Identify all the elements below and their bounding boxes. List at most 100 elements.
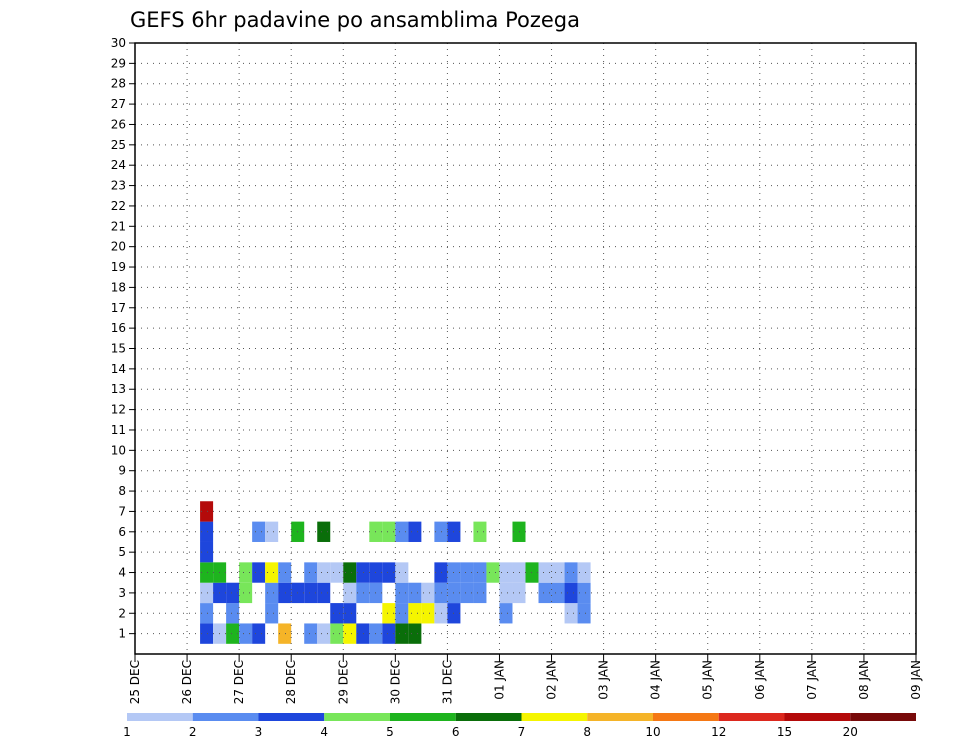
heatmap-cell: [551, 582, 565, 604]
legend-label: 5: [386, 725, 394, 739]
heatmap-cell: [330, 623, 344, 644]
y-tick-label: 28: [111, 77, 126, 91]
heatmap-cell: [421, 603, 435, 624]
heatmap-cell: [499, 603, 513, 624]
x-axis: 25 DEC 26 DEC 27 DEC 28 DEC 29 DEC 30 DEC 31 D…: [128, 654, 923, 704]
y-tick-label: 29: [111, 56, 126, 70]
heatmap-cell: [434, 582, 448, 604]
y-tick-label: 19: [111, 260, 126, 274]
y-tick-label: 1: [118, 627, 126, 641]
y-tick-label: 26: [111, 117, 126, 131]
y-tick-label: 15: [111, 342, 126, 356]
heatmap-cell: [239, 623, 253, 644]
heatmap-cell: [408, 603, 422, 624]
heatmap-cell: [538, 582, 552, 604]
heatmap-cell: [226, 603, 240, 624]
heatmap-cell: [343, 623, 357, 644]
y-tick-label: 11: [111, 423, 126, 437]
legend-swatch: [521, 713, 588, 721]
heatmap-cell: [200, 562, 214, 583]
legend-swatch: [127, 713, 193, 721]
heatmap-cell: [278, 582, 292, 604]
heatmap-cell: [317, 562, 331, 583]
legend-swatch: [390, 713, 456, 721]
heatmap-cell: [577, 603, 591, 624]
legend-swatch: [587, 713, 653, 721]
heatmap-cell: [434, 562, 448, 583]
y-tick-label: 30: [111, 36, 126, 50]
heatmap-cell: [356, 582, 370, 604]
heatmap-cell: [421, 582, 435, 604]
legend-label: 1: [123, 725, 131, 739]
legend-label: 2: [189, 725, 197, 739]
heatmap-cell: [473, 521, 487, 542]
y-tick-label: 20: [111, 240, 126, 254]
legend-swatch: [784, 713, 851, 721]
legend-label: 20: [843, 725, 858, 739]
heatmap-cell: [395, 562, 409, 583]
heatmap-cell: [343, 562, 357, 583]
heatmap-cell: [460, 582, 474, 604]
heatmap-cell: [265, 582, 279, 604]
y-tick-label: 24: [111, 158, 126, 172]
heatmap-cell: [200, 582, 214, 604]
color-legend: 1 2 3 4 5 6 7 8 10 12 15 20: [123, 713, 916, 739]
legend-swatch: [850, 713, 916, 721]
heatmap-cell: [473, 582, 487, 604]
heatmap-cell: [382, 603, 396, 624]
heatmap-cell: [200, 521, 214, 542]
heatmap-cell: [538, 562, 552, 583]
legend-label: 4: [320, 725, 328, 739]
y-axis: 1234567891011121314151617181920212223242…: [111, 36, 135, 641]
x-tick-label: 26 DEC: [180, 660, 194, 704]
heatmap-cell: [486, 562, 500, 583]
x-tick-label: 31 DEC: [440, 660, 454, 704]
heatmap-cell: [564, 603, 578, 624]
x-tick-label: 25 DEC: [128, 660, 142, 704]
heatmap-cell: [525, 562, 539, 583]
y-tick-label: 7: [118, 504, 126, 518]
x-tick-label: 29 DEC: [336, 660, 350, 704]
x-tick-label: 03 JAN: [597, 660, 611, 700]
heatmap-cell: [343, 582, 357, 604]
heatmap-cell: [460, 562, 474, 583]
heatmap-cell: [330, 562, 344, 583]
heatmap-cell: [395, 521, 409, 542]
y-tick-label: 9: [118, 464, 126, 478]
legend-swatch: [324, 713, 390, 721]
grid-lines: [135, 42, 916, 654]
y-tick-label: 12: [111, 403, 126, 417]
legend-swatch: [258, 713, 325, 721]
y-tick-label: 23: [111, 179, 126, 193]
x-tick-label: 05 JAN: [701, 660, 715, 700]
x-tick-label: 08 JAN: [857, 660, 871, 700]
heatmap-cell: [252, 562, 266, 583]
heatmap-cell: [473, 562, 487, 583]
heatmap-cell: [252, 521, 266, 542]
heatmap-cell: [343, 603, 357, 624]
heatmap-cell: [551, 562, 565, 583]
heatmap-cell: [395, 623, 409, 644]
heatmap-cell: [304, 582, 318, 604]
legend-label: 7: [518, 725, 526, 739]
x-tick-label: 01 JAN: [492, 660, 506, 700]
heatmap-cell: [512, 562, 526, 583]
heatmap-cell: [265, 603, 279, 624]
y-tick-label: 18: [111, 280, 126, 294]
heatmap-cell: [577, 582, 591, 604]
y-tick-label: 22: [111, 199, 126, 213]
heatmap-cell: [252, 623, 266, 644]
heatmap-cell: [239, 562, 253, 583]
heatmap-cell: [434, 603, 448, 624]
legend-swatch: [718, 713, 785, 721]
y-tick-label: 6: [118, 525, 126, 539]
heatmap-cell: [265, 521, 279, 542]
heatmap-cell: [356, 562, 370, 583]
heatmap-cell: [200, 541, 214, 563]
legend-label: 3: [255, 725, 263, 739]
heatmap-cell: [512, 582, 526, 604]
x-tick-label: 06 JAN: [753, 660, 767, 700]
y-tick-label: 8: [118, 484, 126, 498]
heatmap-cell: [564, 582, 578, 604]
